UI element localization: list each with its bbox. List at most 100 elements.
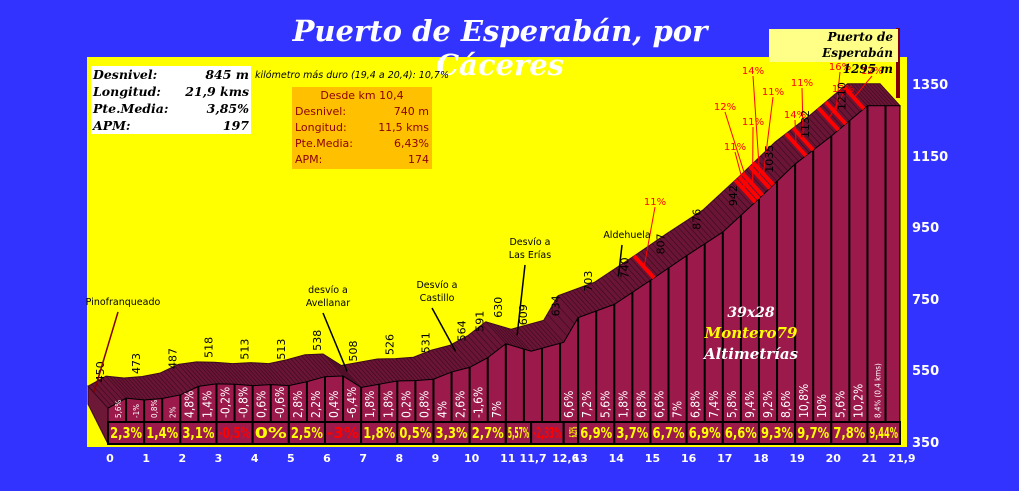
x-tick-label: 1 <box>142 452 150 465</box>
altitude-label: 518 <box>202 337 215 358</box>
ramp-gradient-label: 14% <box>742 66 764 77</box>
surface-hatch <box>666 233 687 256</box>
half-km-gradient-label: 1,8% <box>363 391 377 418</box>
half-km-gradient-label: 4% <box>436 401 450 418</box>
surface-hatch <box>510 329 532 352</box>
surface-hatch <box>604 274 626 298</box>
surface-hatch <box>503 326 525 350</box>
ramp-gradient-label: 16% <box>829 62 851 73</box>
summary-value: 21,9 kms <box>185 84 249 99</box>
half-km-gradient-label: 10,8% <box>797 384 811 418</box>
summit-label: Puerto de Esperabán 1295 m <box>769 29 898 76</box>
surface-hatch <box>163 371 185 394</box>
surface-hatch <box>829 98 850 122</box>
surface-hatch <box>221 362 243 385</box>
surface-hatch <box>453 343 474 366</box>
ramp-leader-line <box>794 119 797 145</box>
altitude-label: 634 <box>550 295 563 316</box>
x-tick-label: 12,6 <box>552 452 580 465</box>
km-gradient-label: -3% <box>327 424 360 442</box>
ramp-leader-line <box>853 75 873 99</box>
km-gradient-label: -0,5% <box>219 424 251 442</box>
surface-hatch <box>131 377 152 400</box>
surface-hatch <box>109 376 130 399</box>
km-gradient-label: 6,9% <box>689 424 721 442</box>
surface-hatch <box>243 362 264 386</box>
surface-hatch <box>391 358 413 381</box>
partial-value: 11,5 kms <box>378 121 429 134</box>
half-km-gradient-label: 1,8% <box>616 391 630 418</box>
ramp-leader-line <box>724 111 750 188</box>
surface-hatch <box>782 136 803 159</box>
surface-hatch <box>814 110 836 134</box>
surface-hatch <box>847 83 868 106</box>
summary-row: APM: 197 <box>93 117 249 134</box>
surface-hatch <box>789 130 810 154</box>
partial-row: Pte.Media: 6,43% <box>295 136 429 152</box>
place-leader-line <box>431 307 457 352</box>
surface-hatch <box>344 364 365 387</box>
altitude-label: 740 <box>618 257 631 278</box>
surface-hatch <box>594 282 615 305</box>
ramp-gradient-label: 11% <box>742 117 764 128</box>
surface-hatch <box>333 360 355 384</box>
surface-hatch <box>630 258 651 281</box>
ramp-leader-line <box>643 206 656 268</box>
ramp-gradient-label: 12% <box>714 102 736 113</box>
surface-hatch <box>803 119 825 142</box>
surface-hatch <box>409 357 431 380</box>
half-km-gradient-label: -1,6% <box>472 387 486 418</box>
x-tick-label: 0 <box>106 452 114 465</box>
half-km-gradient-label: -0,6% <box>273 387 287 418</box>
surface-hatch <box>268 363 290 386</box>
half-km-gradient-label: 5,8% <box>725 391 739 418</box>
place-label: Desvío a <box>509 237 550 248</box>
surface-hatch <box>434 348 456 372</box>
half-km-gradient-label: 5,6% <box>598 391 612 418</box>
y-tick-label: 550 <box>912 364 940 380</box>
surface-hatch <box>420 354 441 377</box>
surface-hatch <box>456 341 478 364</box>
half-km-gradient-label: 0,8% <box>417 391 431 418</box>
x-tick-label: 13 <box>572 452 588 465</box>
half-km-gradient-label: 1,8% <box>381 391 395 418</box>
surface-hatch <box>236 363 257 386</box>
summary-key: Longitud: <box>93 84 161 99</box>
y-tick-label: 1350 <box>912 78 949 93</box>
x-tick-label: 5 <box>286 452 295 465</box>
surface-hatch <box>145 375 167 399</box>
x-tick-label: 19 <box>789 452 805 465</box>
summary-key: Desnivel: <box>93 67 158 82</box>
partial-value: 174 <box>408 153 429 166</box>
km-gradient-cell <box>866 421 901 445</box>
surface-hatch <box>767 148 789 172</box>
surface-hatch <box>181 363 203 387</box>
place-label: Pinofranqueado <box>86 297 161 308</box>
x-tick-label: 21 <box>861 452 878 465</box>
surface-hatch <box>174 365 196 389</box>
surface-hatch <box>384 358 405 382</box>
half-km-gradient-label: 5,6% <box>114 400 123 418</box>
surface-hatch <box>670 231 691 254</box>
surface-hatch <box>764 152 785 175</box>
surface-hatch <box>293 357 315 380</box>
surface-hatch <box>225 362 246 386</box>
place-label: Las Erías <box>509 250 551 261</box>
km-gradient-label: 2,5% <box>291 424 323 442</box>
half-km-gradient-label: -6,4% <box>345 387 359 418</box>
half-km-gradient-label: 0,8% <box>150 400 159 418</box>
surface-hatch <box>257 362 279 386</box>
x-tick-label: 20 <box>825 452 841 465</box>
half-km-gradient-label: 2,6% <box>454 391 468 418</box>
half-km-gradient-label: 5,6% <box>833 391 847 418</box>
surface-hatch <box>579 287 601 310</box>
surface-hatch <box>641 250 662 274</box>
surface-hatch <box>702 209 724 233</box>
surface-hatch <box>496 324 517 348</box>
km-gradient-label: 6,9% <box>580 424 612 442</box>
surface-hatch <box>561 294 582 317</box>
half-km-gradient-label: 7,2% <box>580 391 594 418</box>
surface-hatch <box>185 363 206 386</box>
half-km-gradient-label: 1,4% <box>200 391 214 418</box>
place-leader-line <box>322 312 348 372</box>
